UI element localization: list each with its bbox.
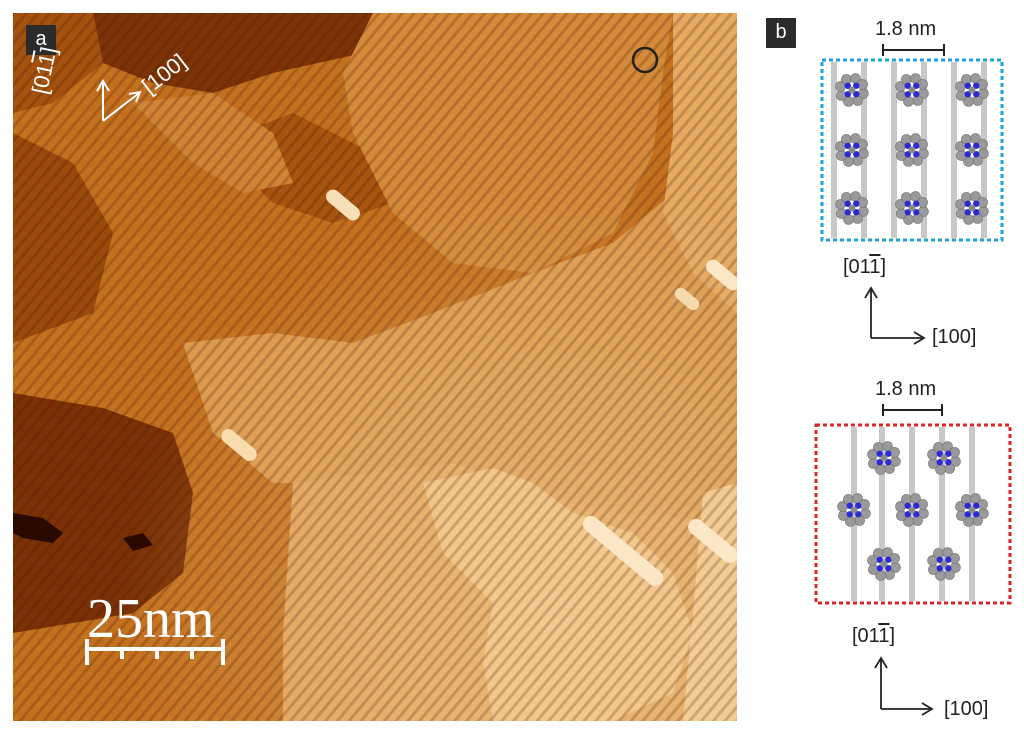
row-stripe <box>851 427 857 601</box>
porphyrin-molecule <box>895 133 929 167</box>
porphyrin-molecule <box>955 493 989 527</box>
porphyrin-molecule <box>837 493 871 527</box>
bottom-y-prefix: [01 <box>852 625 879 647</box>
bottom-unit-cell-border <box>814 423 1012 605</box>
porphyrin-molecule <box>927 547 961 581</box>
top-model-dimension-label: 1.8 nm <box>875 18 937 40</box>
top-y-axis-label: [011] <box>843 256 886 279</box>
porphyrin-molecule <box>955 133 989 167</box>
top-molecule-lattice <box>835 73 989 225</box>
scale-bar <box>85 639 225 665</box>
porphyrin-molecule <box>895 493 929 527</box>
bottom-y-axis-label: [011] <box>852 625 895 648</box>
y-label-prefix: [01 <box>27 62 58 97</box>
porphyrin-molecule <box>927 441 961 475</box>
top-axes <box>864 286 926 345</box>
porphyrin-molecule <box>835 191 869 225</box>
porphyrin-molecule <box>835 73 869 107</box>
row-stripe <box>891 62 897 238</box>
top-model-diagram <box>820 44 1004 345</box>
row-stripe <box>951 62 957 238</box>
molecular-model-panel: b 1.8 nm [011] [100] 1.8 nm <box>740 0 1024 733</box>
bottom-axes <box>874 656 934 716</box>
row-stripe <box>969 427 975 601</box>
stm-image-panel: a [011] [100] 25nm <box>13 13 737 721</box>
scale-bar-label: 25nm <box>87 588 215 650</box>
porphyrin-molecule <box>895 191 929 225</box>
bottom-row-stripes <box>851 427 975 601</box>
porphyrin-molecule <box>835 133 869 167</box>
bottom-model-dimension-label: 1.8 nm <box>875 378 937 400</box>
top-dimension-bar <box>882 44 945 56</box>
top-unit-cell-border <box>820 58 1004 242</box>
top-x-axis-label: [100] <box>932 326 977 348</box>
panel-a-label: a <box>26 25 56 55</box>
row-stripe <box>909 427 915 601</box>
porphyrin-molecule <box>955 73 989 107</box>
top-y-bar: 1 <box>869 256 881 278</box>
top-y-suffix: ] <box>880 256 887 278</box>
bottom-molecule-lattice <box>837 441 989 581</box>
top-y-prefix: [01 <box>843 256 870 278</box>
marked-molecule-circle <box>631 46 659 74</box>
bottom-y-suffix: ] <box>889 625 896 647</box>
porphyrin-molecule <box>895 73 929 107</box>
bottom-model-diagram <box>814 404 1012 716</box>
porphyrin-molecule <box>867 441 901 475</box>
stm-topography-image <box>13 13 737 721</box>
bottom-y-bar: 1 <box>878 625 890 647</box>
bottom-dimension-bar <box>882 404 943 416</box>
porphyrin-molecule <box>867 547 901 581</box>
row-stripe <box>879 427 885 601</box>
porphyrin-molecule <box>955 191 989 225</box>
panel-b-label: b <box>766 18 796 48</box>
bottom-x-axis-label: [100] <box>944 698 989 720</box>
direction-arrows <box>96 79 142 122</box>
row-stripe <box>939 427 945 601</box>
row-stripe <box>831 62 837 238</box>
